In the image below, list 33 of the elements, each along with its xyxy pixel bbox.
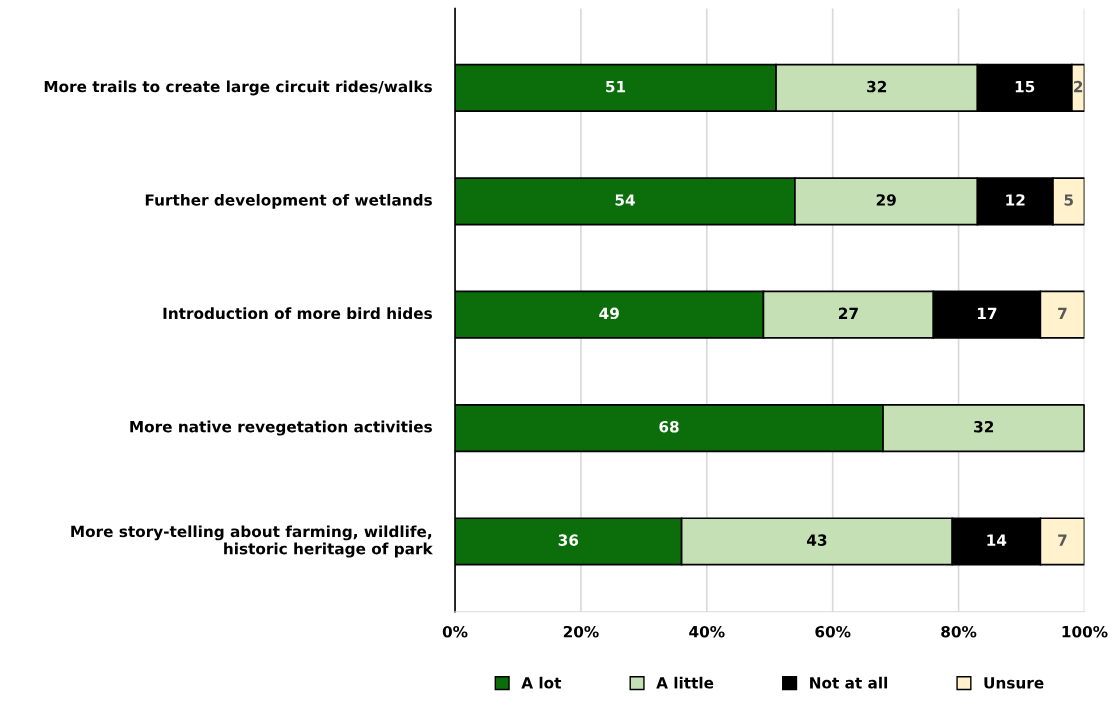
data-label: 7 xyxy=(1058,307,1067,319)
x-tick-label: 20% xyxy=(563,625,599,638)
legend-label: A lot xyxy=(521,676,562,689)
data-label: 49 xyxy=(599,307,619,320)
data-label: 51 xyxy=(606,81,626,93)
x-tick-label: 40% xyxy=(689,625,725,638)
x-tick-label: 0% xyxy=(442,625,468,638)
legend-label: Unsure xyxy=(984,677,1044,689)
data-label: 27 xyxy=(839,307,858,319)
y-tick-label: Introduction of more bird hides xyxy=(163,307,432,320)
x-tick-label: 100% xyxy=(1062,625,1108,638)
data-label: 14 xyxy=(987,534,1007,546)
data-label: 36 xyxy=(558,534,579,546)
y-tick-label: Further development of wetlands xyxy=(145,193,432,209)
data-label: 32 xyxy=(867,80,887,93)
data-label: 5 xyxy=(1064,194,1073,206)
data-label: 54 xyxy=(615,194,635,206)
data-label: 32 xyxy=(974,420,994,433)
y-tick-label: More native revegetation activities xyxy=(130,420,432,436)
legend-label: Not at all xyxy=(810,676,888,689)
data-label: 2 xyxy=(1074,80,1083,93)
data-label: 15 xyxy=(1015,81,1035,93)
data-label: 43 xyxy=(807,534,827,546)
data-label: 17 xyxy=(977,307,997,319)
data-label: 7 xyxy=(1058,534,1067,546)
legend-label: A little xyxy=(656,676,714,689)
data-label: 12 xyxy=(1006,194,1025,206)
x-tick-label: 60% xyxy=(815,625,851,638)
y-tick-label: More story-telling about farming, wildlife, historic heritage of park xyxy=(71,525,433,558)
x-tick-label: 80% xyxy=(941,625,977,638)
y-tick-label: More trails to create large circuit rides/walks xyxy=(44,80,432,96)
data-label: 68 xyxy=(659,420,679,433)
data-label: 29 xyxy=(876,194,896,206)
